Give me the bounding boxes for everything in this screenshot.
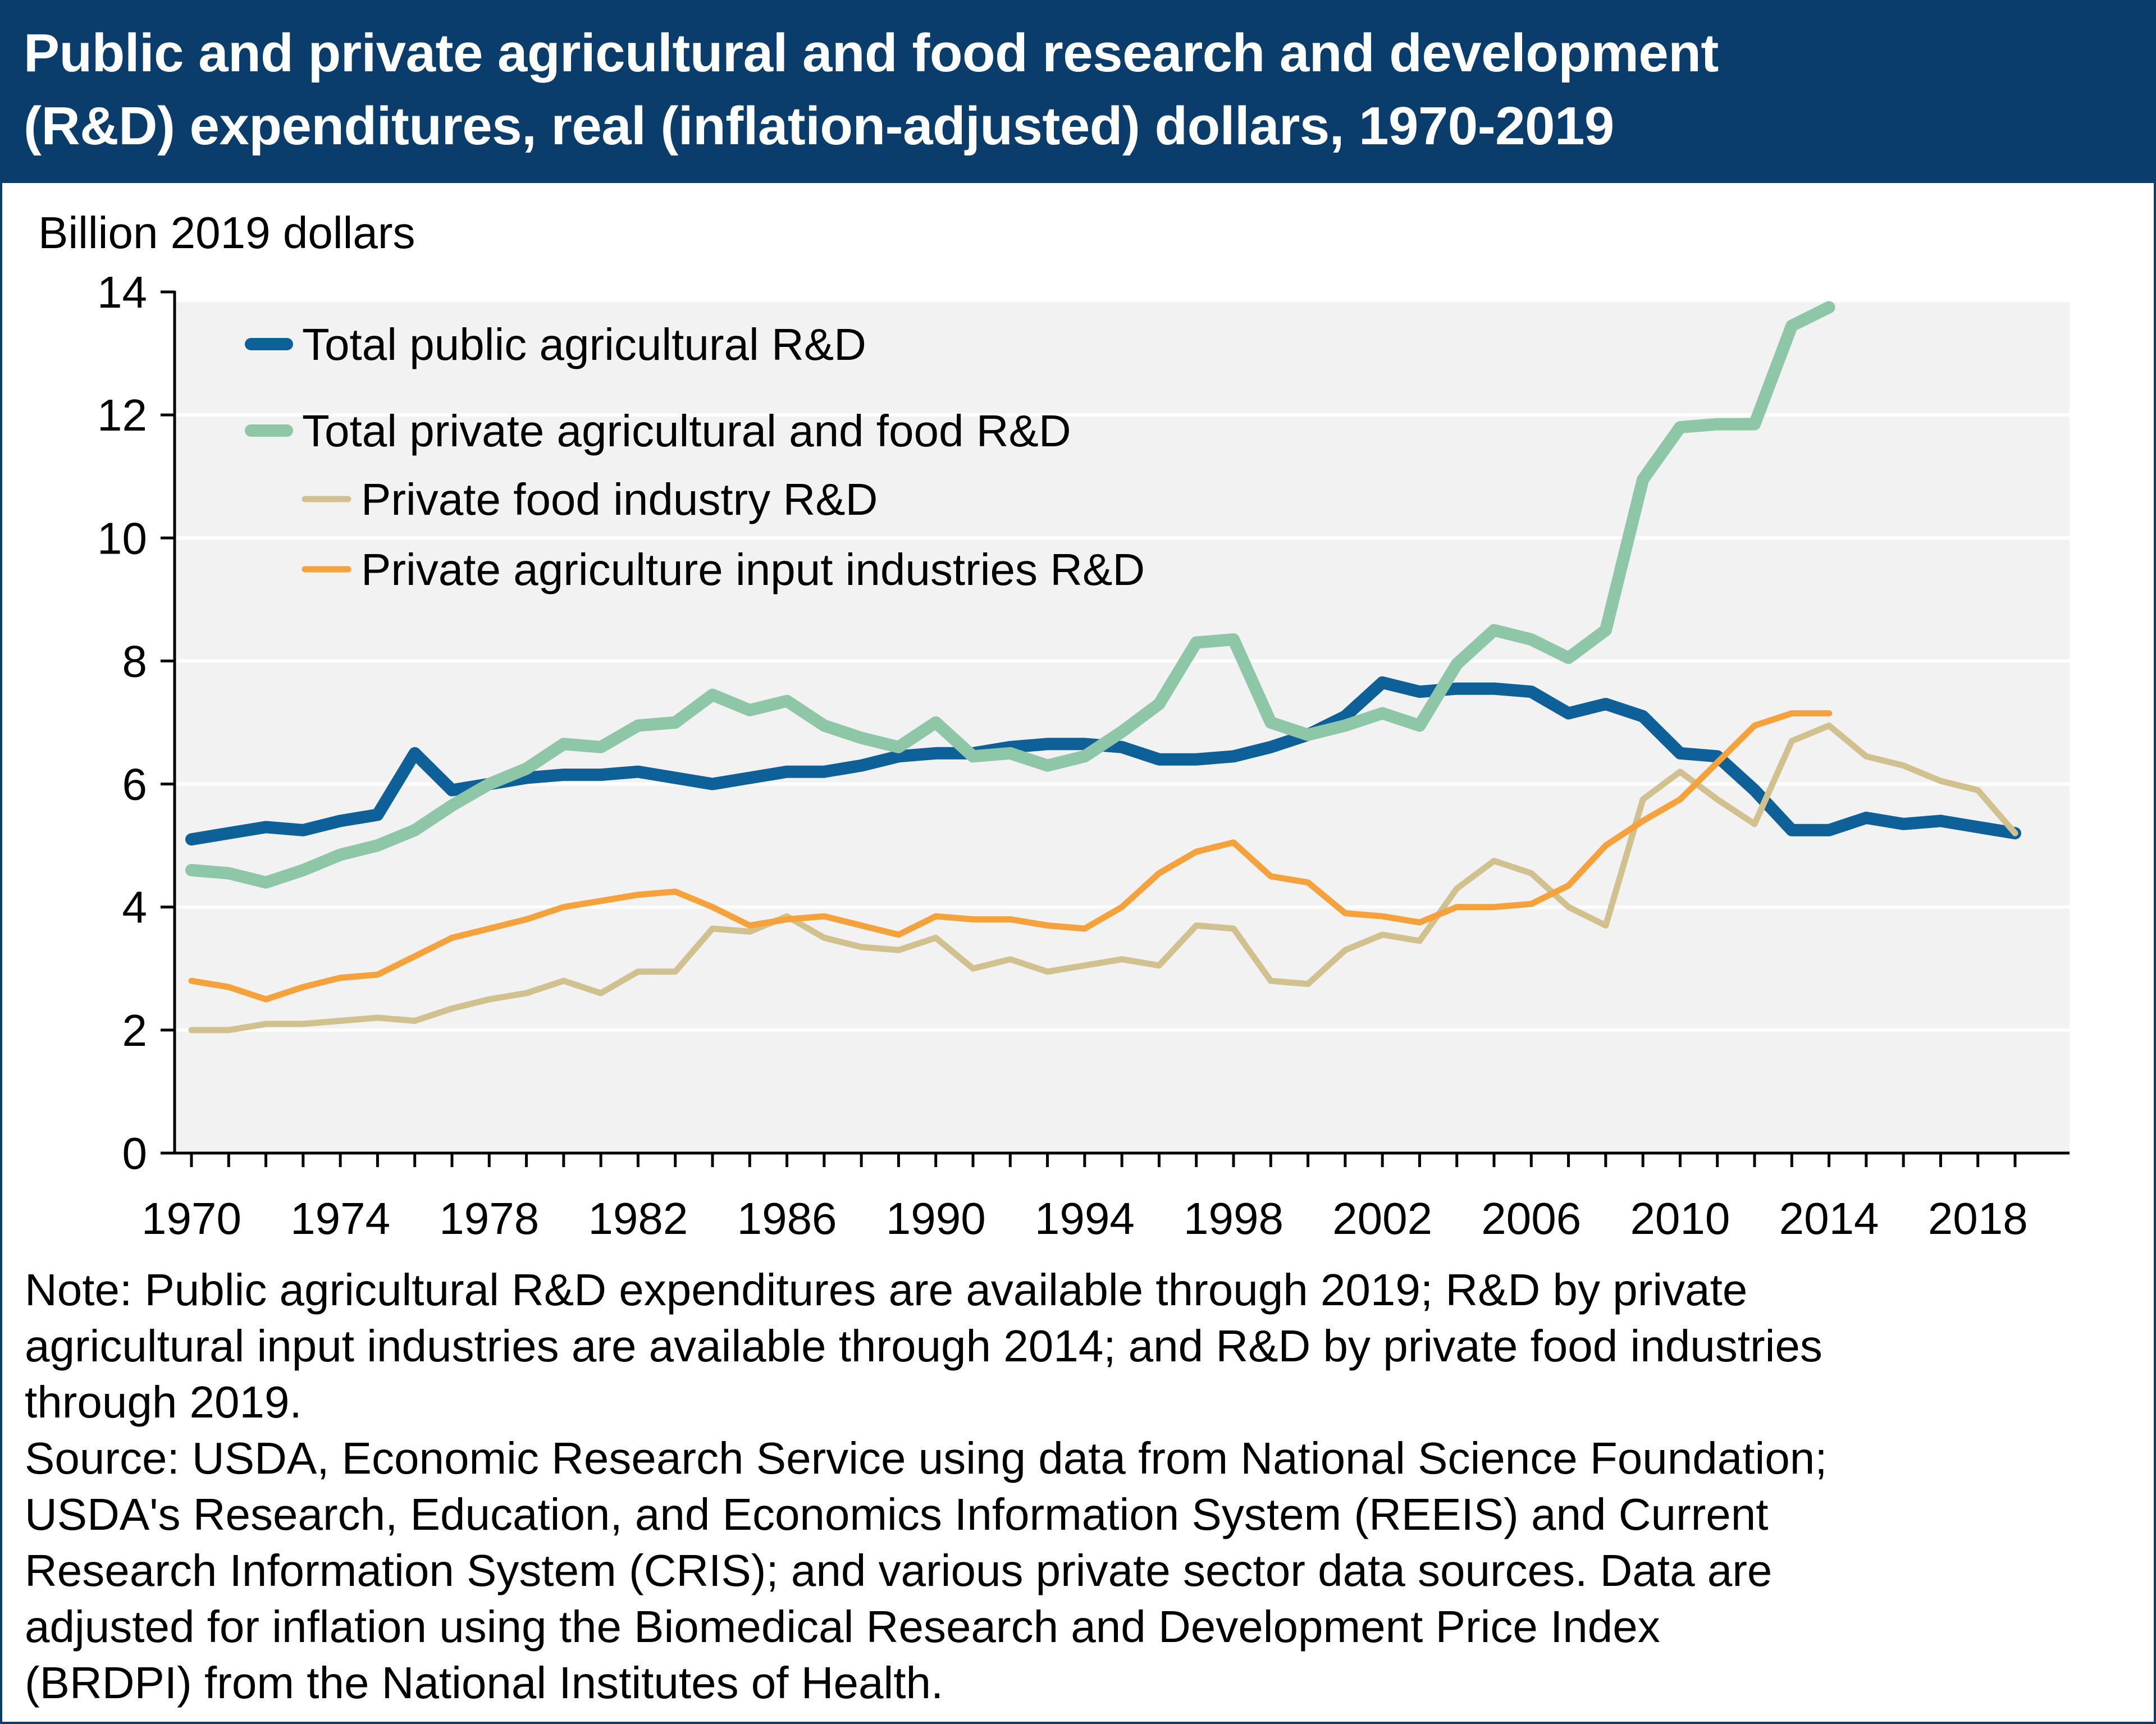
y-tick-label-12: 12 [97,390,147,440]
y-tick-label-10: 10 [97,513,147,563]
x-tick-label-2014: 2014 [1779,1193,1879,1243]
note-and-source: Note: Public agricultural R&D expenditur… [25,1262,2136,1711]
y-tick-label-6: 6 [122,760,148,810]
gridlines [175,290,2070,1032]
axes: 0 2 4 6 8 10 12 14 1970 1974 1978 1982 1986 1990 1994 1… [97,267,2070,1243]
x-tick-label-2018: 2018 [1928,1193,2028,1243]
chart-title-line-1: Public and private agricultural and food… [24,23,1719,83]
chart-title-line-2: (R&D) expenditures, real (inflation-adju… [24,96,1614,156]
x-tick-label-1998: 1998 [1184,1193,1283,1243]
y-tick-label-2: 2 [122,1005,148,1055]
source-line-3: Research Information System (CRIS); and … [25,1545,1773,1595]
y-axis-title: Billion 2019 dollars [38,208,415,258]
legend-label-private-food-industry-r-d: Private food industry R&D [361,474,878,524]
x-tick-label-2006: 2006 [1481,1193,1581,1243]
x-tick-label-2010: 2010 [1630,1193,1730,1243]
x-tick-label-1994: 1994 [1035,1193,1135,1243]
legend: Total public agricultural R&D Total priva… [245,319,1145,595]
x-tick-label-1978: 1978 [439,1193,539,1243]
legend-label-total-public-agricultural-r-d: Total public agricultural R&D [302,319,866,369]
source-line-1: Source: USDA, Economic Research Service … [25,1433,1828,1483]
note-line-1: Note: Public agricultural R&D expenditur… [25,1265,1748,1315]
source-line-5: (BRDPI) from the National Institutes of … [25,1658,944,1708]
x-tick-label-1986: 1986 [737,1193,837,1243]
x-tick-label-1974: 1974 [290,1193,390,1243]
y-tick-label-4: 4 [122,882,148,932]
note-line-3: through 2019. [25,1377,302,1427]
series-line-total-private-agricultural-and-food-r-d [185,301,1835,889]
y-tick-label-8: 8 [122,636,148,686]
y-tick-label-14: 14 [97,267,147,317]
y-tick-label-0: 0 [122,1128,148,1178]
x-tick-label-1990: 1990 [886,1193,986,1243]
series-lines [185,301,2021,1034]
legend-label-private-agriculture-input-industries-r-d: Private agriculture input industries R&D [361,545,1145,595]
series-line-private-agriculture-input-industries-r-d [188,710,1833,1003]
x-tick-label-1982: 1982 [588,1193,688,1243]
x-tick-label-1970: 1970 [141,1193,241,1243]
series-line-private-food-industry-r-d [188,722,2018,1034]
x-tick-label-2002: 2002 [1332,1193,1432,1243]
source-line-4: adjusted for inflation using the Biomedi… [25,1602,1660,1652]
title-bar: Public and private agricultural and food… [2,2,2154,183]
source-line-2: USDA's Research, Education, and Economic… [25,1489,1769,1539]
note-line-2: agricultural input industries are availa… [25,1321,1822,1371]
line-chart: 0 2 4 6 8 10 12 14 1970 1974 1978 1982 1986 1990 1994 1… [38,208,2070,1243]
legend-label-total-private-agricultural-and-food-r-d: Total private agricultural and food R&D [302,406,1071,456]
